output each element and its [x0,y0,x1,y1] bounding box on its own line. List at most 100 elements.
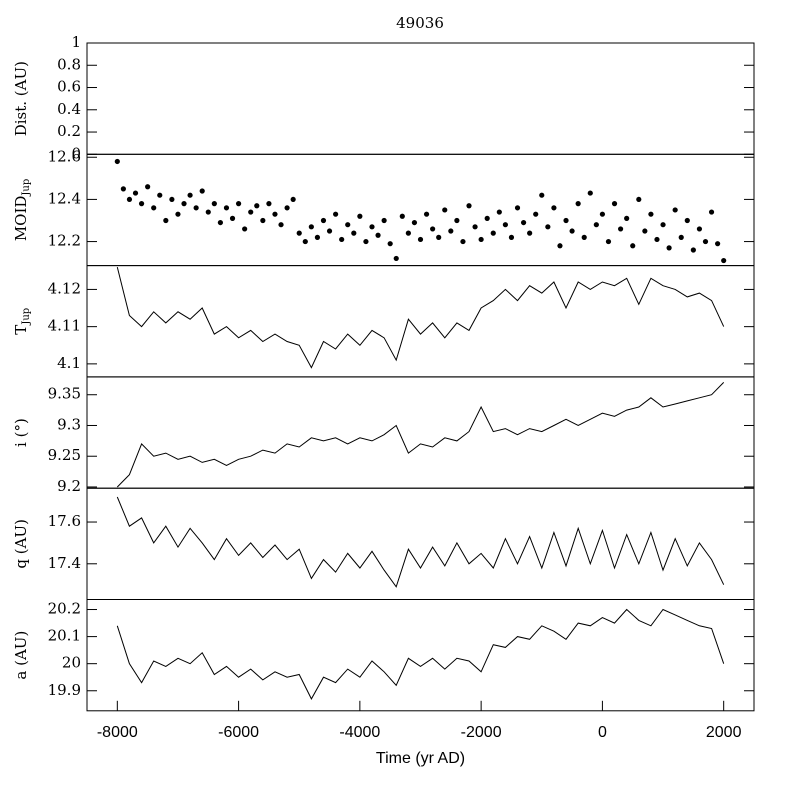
point [423,211,430,217]
point [187,192,193,198]
point [345,222,351,228]
y-axis-label: TJup [12,308,32,335]
y-tick-label: 17.4 [48,554,81,572]
point [114,158,120,165]
y-tick-label: 4.12 [48,279,81,297]
point [636,196,642,203]
point [557,243,563,249]
point [369,224,375,230]
point [430,226,436,232]
point [266,201,272,207]
y-axis-label: q (AU) [12,519,30,569]
panel-frame [86,265,755,378]
point [520,219,527,226]
point [278,222,284,228]
y-tick-label: 12.4 [48,189,81,207]
x-tick-label: -8000 [97,724,138,741]
series-line [116,266,725,369]
point [132,190,139,196]
panel-frame [86,376,755,489]
point [648,211,654,217]
y-axis-label: i (°) [12,418,30,447]
point [211,201,217,207]
point [417,236,424,243]
point [490,230,496,236]
point [260,217,266,224]
point [642,228,648,234]
point [181,201,187,207]
point [175,211,181,217]
point [666,245,672,251]
y-tick-label: 17.6 [48,512,81,530]
point [599,211,606,217]
y-tick-label: 12.6 [48,147,81,165]
y-tick-label: 4.11 [48,317,81,335]
series-line [116,608,725,700]
point [672,207,678,213]
point [454,217,460,224]
point [387,241,393,247]
y-tick-label: 9.3 [57,415,81,433]
point [157,192,163,198]
y-tick-label: 1 [71,33,81,51]
y-tick-label: 20 [62,654,81,672]
panel-frame [86,42,755,155]
point [405,230,411,236]
point [721,257,727,264]
panel-frame [86,487,755,601]
y-axis-label-main: Dist. (AU) [12,61,30,136]
point [163,217,169,224]
y-axis-label-main: q (AU) [12,519,30,569]
point [436,234,442,240]
point [235,201,242,207]
point [290,196,296,203]
y-tick-label: 0.2 [57,122,81,140]
point [605,238,612,245]
y-axis-label: Dist. (AU) [12,61,30,136]
point [581,234,587,240]
point [502,222,508,228]
point [478,236,484,243]
panel-frame [86,153,755,267]
point [314,234,321,240]
point [229,215,236,221]
point [527,230,533,236]
point [254,203,260,209]
x-tick-label: 2000 [706,724,742,741]
y-axis-label-main: T [12,325,30,335]
x-tick-label: -4000 [339,724,380,741]
point [351,230,357,236]
y-tick-label: 9.2 [57,477,81,495]
y-axis-label: MOIDJup [12,179,32,241]
point [199,188,205,194]
point [587,190,593,196]
point [569,228,575,234]
point [678,234,684,240]
point [460,238,466,245]
y-tick-label: 9.35 [48,385,81,403]
point [320,217,327,224]
y-tick-label: 20.2 [48,600,81,618]
y-tick-label: 0.8 [57,55,81,73]
point [545,224,551,230]
point [690,247,696,253]
point [272,211,278,217]
point [472,224,478,230]
point [302,238,308,245]
point [393,255,399,262]
point [551,205,557,211]
y-tick-label: 9.25 [48,446,81,464]
point [381,217,387,224]
y-axis-label-sub: Jup [21,308,32,326]
point [223,205,230,211]
point [284,205,290,211]
point [702,238,709,245]
point [533,211,539,217]
point [484,215,490,221]
point [611,201,618,207]
point [333,211,339,217]
series-line [116,496,725,588]
point [660,222,666,228]
x-tick-label: -2000 [461,724,502,741]
